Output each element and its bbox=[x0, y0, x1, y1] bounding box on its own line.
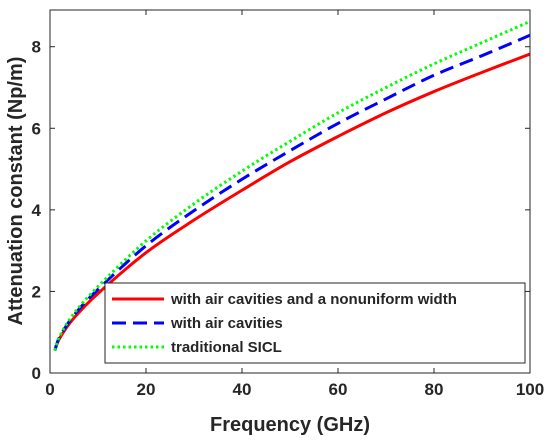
plot-frame bbox=[49, 9, 531, 374]
x-tick-label: 40 bbox=[233, 380, 252, 399]
x-tick-label: 0 bbox=[45, 380, 54, 399]
x-tick-label: 100 bbox=[516, 380, 544, 399]
legend-box bbox=[104, 282, 526, 364]
x-tick-label: 80 bbox=[425, 380, 444, 399]
x-tick-label: 20 bbox=[137, 380, 156, 399]
y-tick-label: 2 bbox=[32, 282, 41, 301]
legend-label: with air cavities bbox=[170, 315, 283, 332]
legend: with air cavities and a nonuniform width… bbox=[104, 282, 526, 364]
y-tick-label: 4 bbox=[32, 201, 42, 220]
series-layer bbox=[53, 20, 531, 352]
ticks-layer: 0 20 40 60 80 100 0 2 4 6 8 bbox=[32, 10, 544, 399]
legend-label: traditional SICL bbox=[171, 339, 282, 356]
series-line bbox=[53, 33, 531, 352]
y-tick-label: 8 bbox=[32, 38, 41, 57]
series-line bbox=[53, 52, 531, 352]
x-tick-label: 60 bbox=[329, 380, 348, 399]
y-tick-label: 6 bbox=[32, 119, 41, 138]
y-tick-label: 0 bbox=[32, 364, 41, 383]
legend-label: with air cavities and a nonuniform width bbox=[170, 291, 457, 308]
legend-items: with air cavities and a nonuniform width… bbox=[112, 291, 457, 356]
x-axis-label: Frequency (GHz) bbox=[210, 414, 370, 436]
y-axis-label: Attenuation constant (Np/m) bbox=[5, 57, 27, 326]
